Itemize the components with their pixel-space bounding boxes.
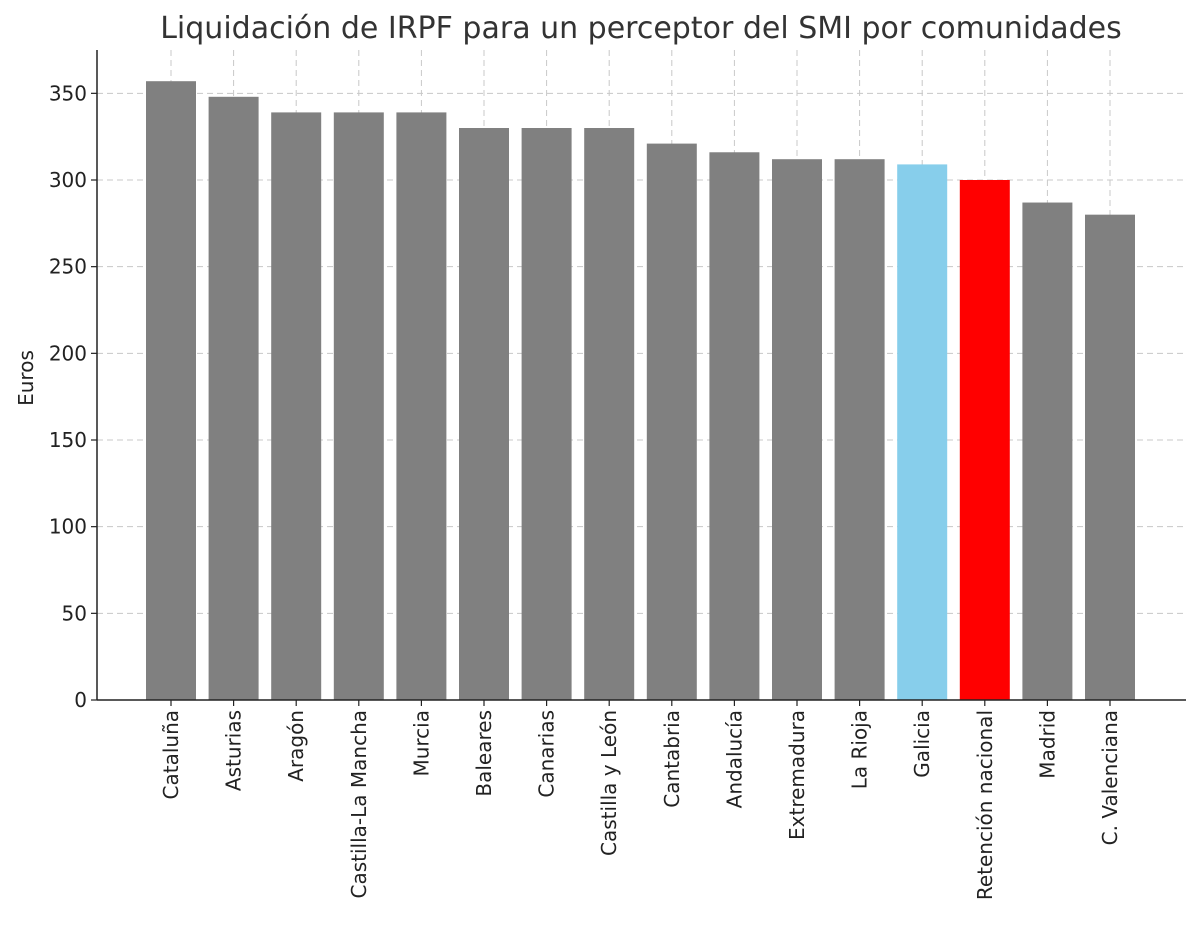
- x-tick-label: Galicia: [910, 710, 934, 778]
- y-tick-label: 200: [49, 341, 87, 365]
- bar: [709, 152, 760, 700]
- bar: [834, 159, 885, 700]
- bar: [959, 180, 1010, 700]
- bar: [646, 143, 697, 701]
- x-tick-label: Madrid: [1035, 710, 1059, 779]
- bar: [897, 164, 948, 700]
- y-tick-label: 150: [49, 428, 87, 452]
- bar: [584, 128, 635, 700]
- x-tick-label: Canarias: [535, 710, 559, 798]
- x-tick-label: Retención nacional: [973, 710, 997, 900]
- bars: [146, 81, 1135, 701]
- y-tick-labels: 0 50 100 150 200 250 300 350: [49, 81, 97, 712]
- bar: [208, 96, 259, 701]
- x-tick-label: Cataluña: [159, 710, 183, 799]
- bar: [396, 112, 447, 700]
- chart-title: Liquidación de IRPF para un perceptor de…: [160, 11, 1122, 46]
- y-tick-label: 0: [74, 688, 87, 712]
- y-tick-label: 250: [49, 255, 87, 279]
- x-tick-label: Castilla y León: [597, 710, 621, 856]
- bar: [146, 81, 196, 700]
- x-tick-label: Cantabria: [660, 710, 684, 808]
- bar: [1022, 202, 1073, 701]
- y-tick-label: 50: [62, 601, 87, 625]
- y-tick-label: 100: [49, 515, 87, 539]
- x-tick-label: Andalucía: [722, 710, 746, 808]
- x-tick-label: Asturias: [222, 710, 246, 791]
- bar: [521, 128, 572, 700]
- bar: [333, 112, 384, 700]
- x-tick-label: La Rioja: [848, 710, 872, 789]
- x-tick-labels: Cataluña Asturias Aragón Castilla-La Mancha…: [159, 700, 1122, 900]
- axes: [96, 50, 1186, 701]
- x-tick-label: C. Valenciana: [1098, 710, 1122, 845]
- x-tick-label: Baleares: [472, 710, 496, 797]
- y-axis-label: Euros: [14, 350, 38, 406]
- bar: [1085, 214, 1135, 700]
- y-tick-label: 300: [49, 168, 87, 192]
- x-tick-label: Extremadura: [785, 710, 809, 840]
- bar: [271, 112, 322, 700]
- y-tick-label: 350: [49, 81, 87, 105]
- x-tick-label: Castilla-La Mancha: [347, 710, 371, 899]
- x-tick-label: Murcia: [409, 710, 433, 777]
- bar: [459, 128, 509, 700]
- x-tick-label: Aragón: [284, 710, 308, 782]
- bar: [772, 159, 822, 700]
